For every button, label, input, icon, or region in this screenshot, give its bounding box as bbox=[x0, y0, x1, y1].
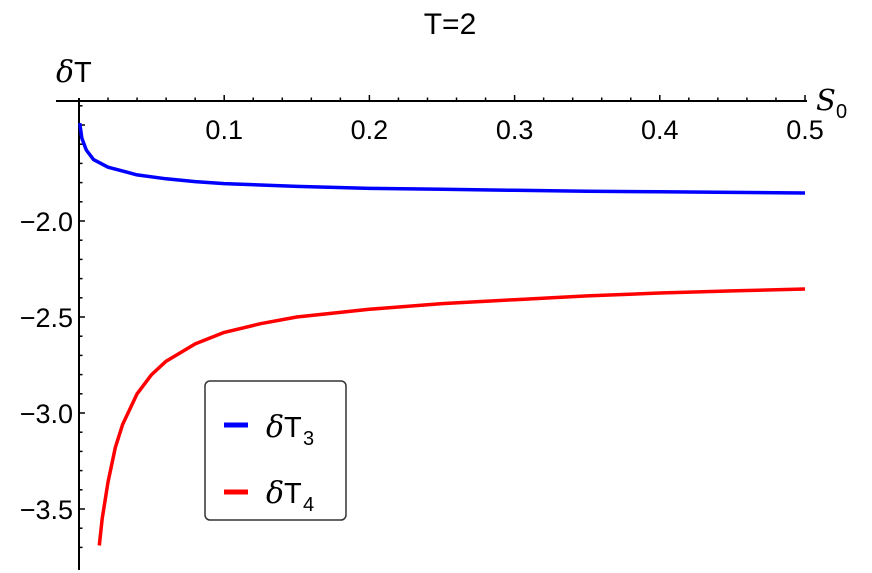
legend-label-sub: 4 bbox=[303, 494, 314, 516]
legend-label-base: T bbox=[284, 478, 302, 510]
legend-item-dT3: δ T 3 bbox=[224, 410, 314, 450]
legend-delta: δ bbox=[266, 410, 284, 445]
legend-label-sub: 3 bbox=[303, 428, 314, 450]
legend: δ T 3 δ T 4 bbox=[204, 380, 347, 521]
x-axis-label-sub: 0 bbox=[836, 101, 847, 123]
x-axis-label: S 0 bbox=[816, 83, 847, 123]
y-tick-label: −2.5 bbox=[20, 303, 73, 333]
y-axis-label: δ T bbox=[56, 55, 92, 90]
x-axis-label-S: S bbox=[816, 83, 836, 117]
x-tick-label: 0.3 bbox=[496, 115, 534, 145]
x-tick-label: 0.2 bbox=[351, 115, 389, 145]
x-tick-label: 0.1 bbox=[205, 115, 243, 145]
y-axis-ticks: −2.0 −2.5 −3.0 −3.5 bbox=[20, 105, 85, 549]
x-tick-label: 0.4 bbox=[641, 115, 679, 145]
series-lines bbox=[77, 122, 806, 546]
legend-label-base: T bbox=[284, 412, 302, 444]
chart-title: T=2 bbox=[424, 8, 477, 41]
x-tick-label: 0.5 bbox=[786, 115, 824, 145]
y-axis-label-T: T bbox=[74, 57, 92, 89]
x-axis-ticks: 0.1 0.2 0.3 0.4 0.5 bbox=[107, 95, 824, 145]
series-line-δT3 bbox=[77, 122, 806, 195]
axes bbox=[56, 98, 807, 570]
y-axis-label-delta: δ bbox=[56, 55, 74, 90]
legend-delta: δ bbox=[266, 476, 284, 511]
series-line-δT4 bbox=[97, 287, 806, 546]
y-tick-label: −2.0 bbox=[20, 207, 73, 237]
legend-box bbox=[204, 380, 347, 521]
y-tick-label: −3.5 bbox=[20, 495, 73, 525]
legend-item-dT4: δ T 4 bbox=[224, 476, 314, 516]
y-tick-label: −3.0 bbox=[20, 399, 73, 429]
